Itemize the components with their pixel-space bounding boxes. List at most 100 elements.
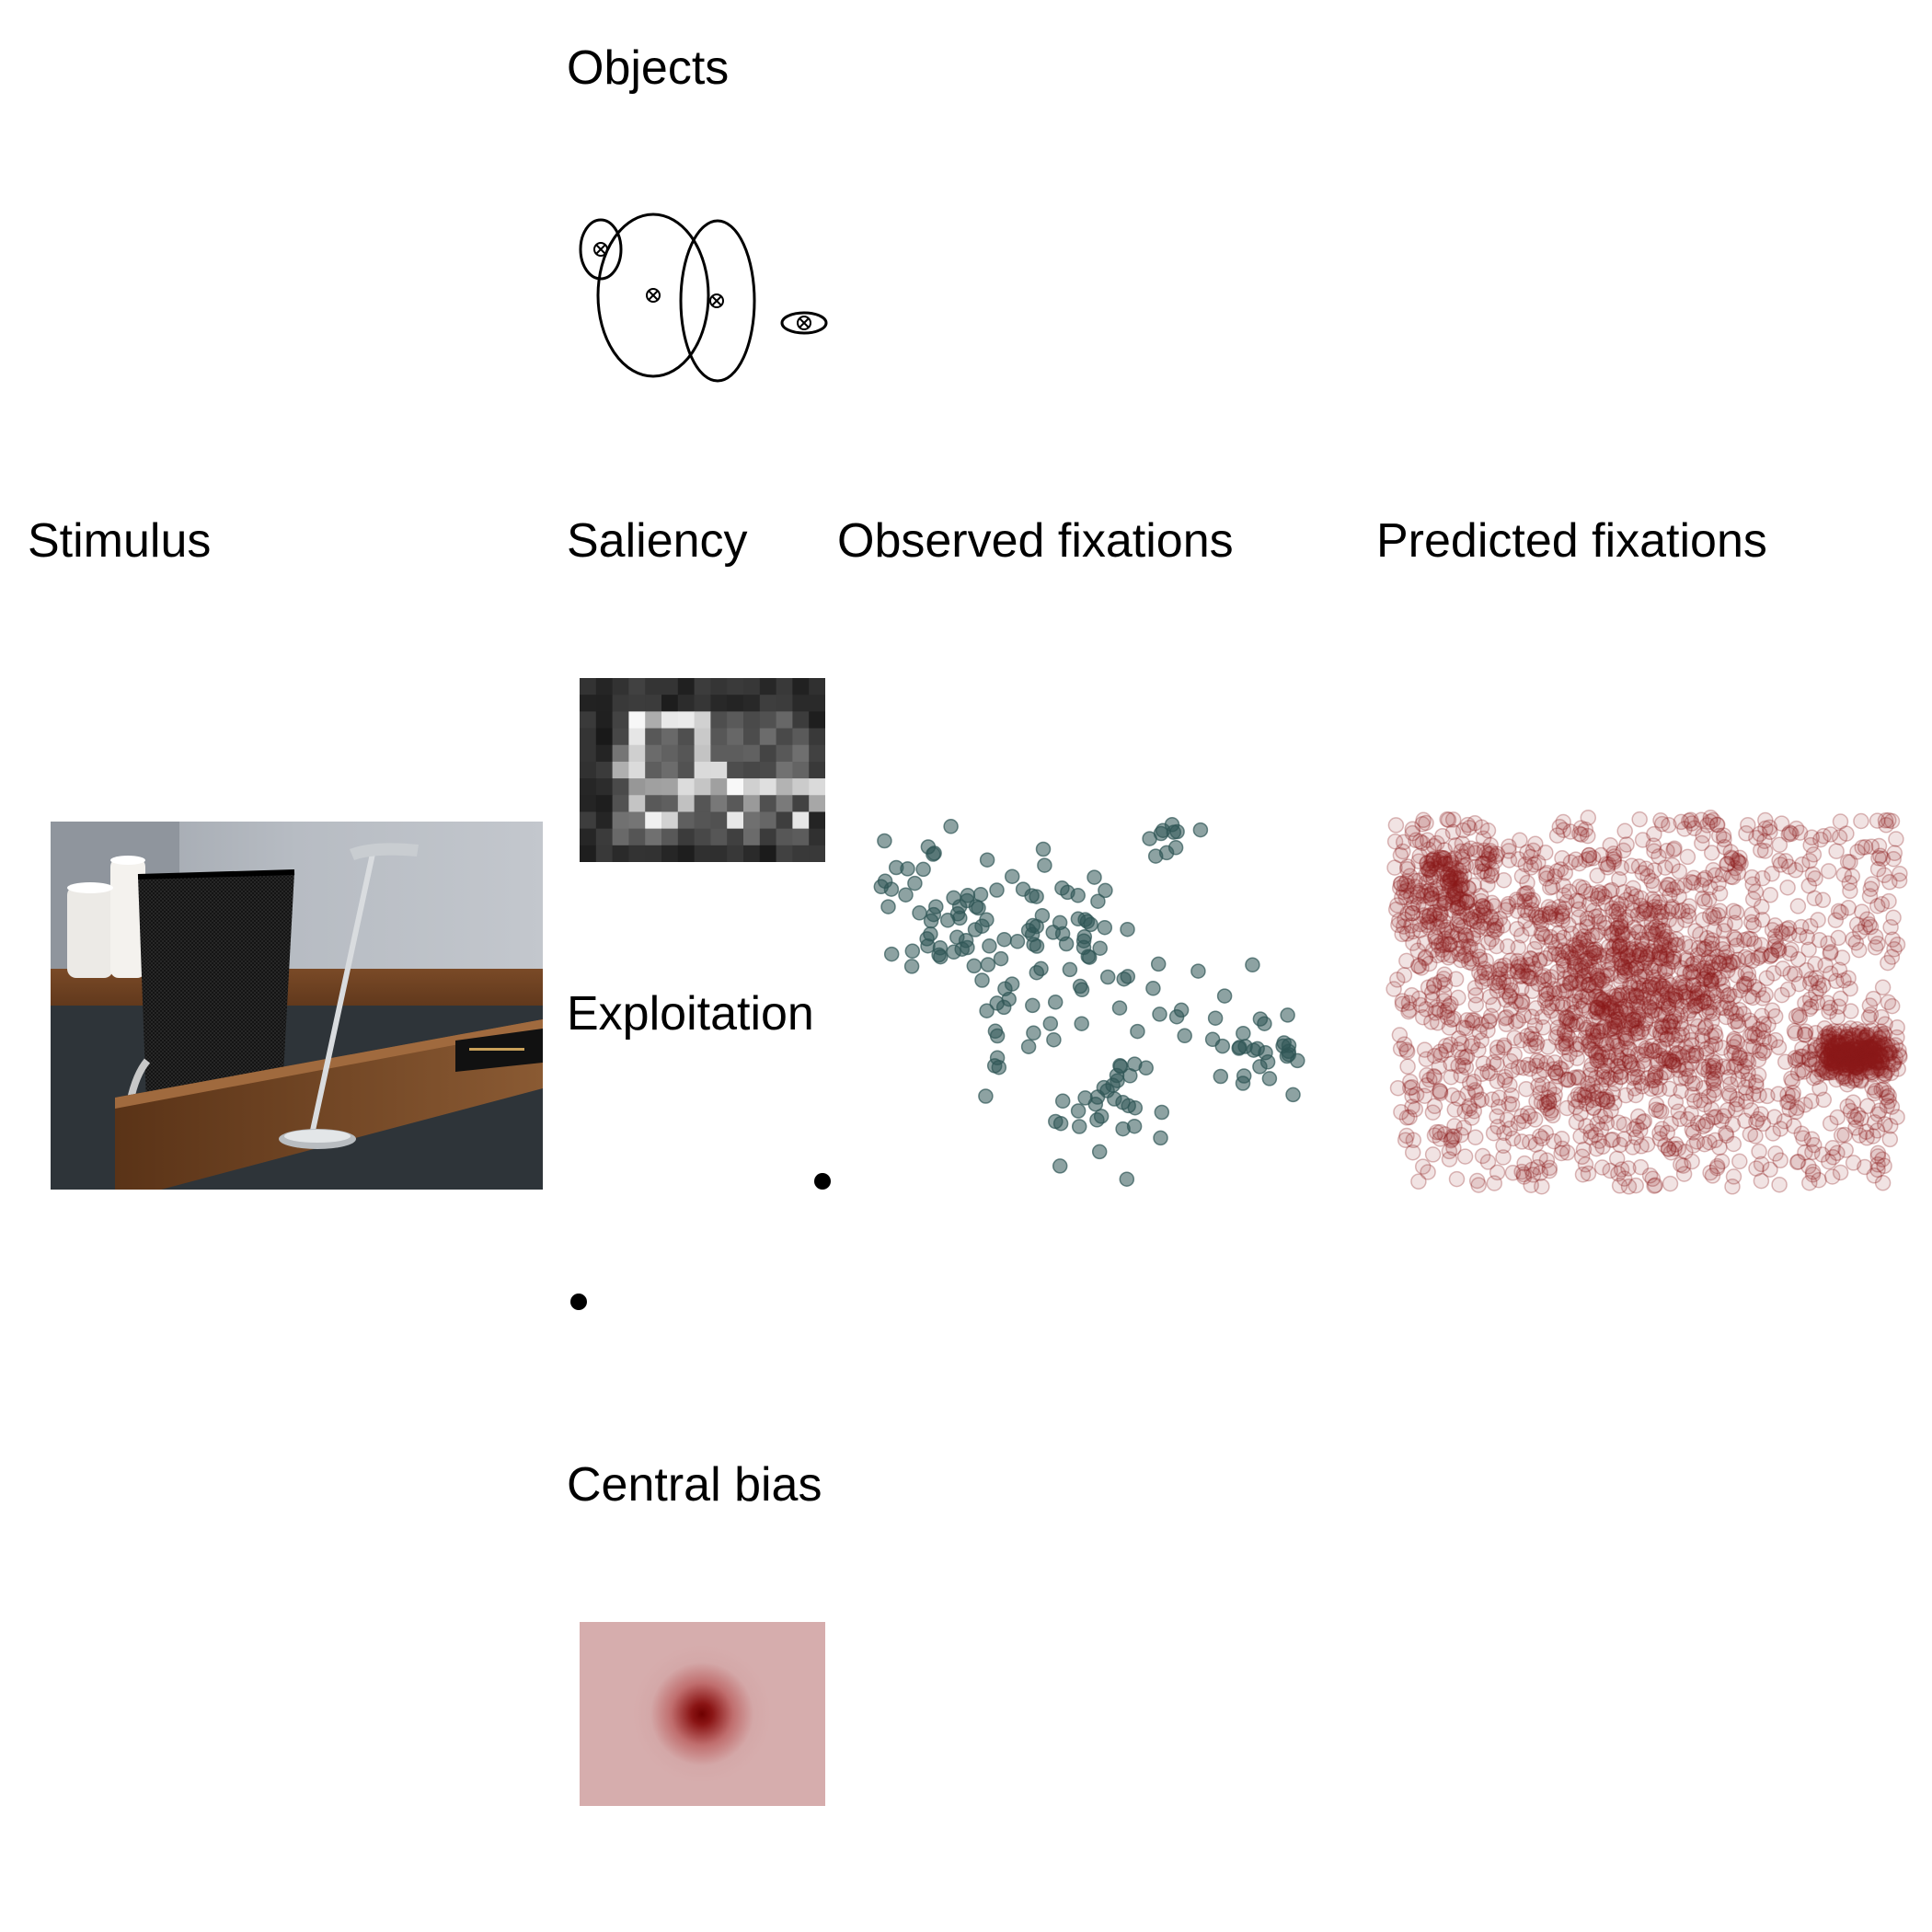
predicted-fixations-plot	[1386, 810, 1908, 1195]
predicted-fixation-point	[1770, 1086, 1787, 1102]
predicted-fixation-point	[1501, 1121, 1519, 1137]
predicted-fixation-point	[1680, 1005, 1696, 1022]
predicted-fixation-point	[1823, 1168, 1841, 1185]
predicted-fixation-point	[1475, 830, 1492, 847]
predicted-fixation-point	[1674, 1157, 1692, 1174]
predicted-fixation-point	[1766, 1007, 1784, 1025]
predicted-fixation-point	[1443, 1131, 1460, 1148]
saliency-cell	[743, 711, 761, 730]
predicted-fixation-point	[1594, 1138, 1611, 1156]
predicted-fixation-point	[1659, 1029, 1675, 1047]
predicted-fixation-point	[1550, 947, 1567, 963]
predicted-fixation-point	[1513, 992, 1530, 1009]
predicted-fixation-point	[1683, 964, 1699, 981]
predicted-fixation-point	[1881, 1131, 1899, 1148]
predicted-fixation-point	[1722, 1000, 1739, 1017]
predicted-fixation-point	[1405, 1132, 1422, 1149]
predicted-fixation-point	[1616, 1054, 1633, 1072]
predicted-fixation-point	[1756, 833, 1773, 849]
predicted-fixation-point	[1603, 1000, 1620, 1017]
predicted-fixation-point	[1604, 1002, 1621, 1019]
predicted-fixation-point	[1725, 954, 1742, 971]
predicted-fixation-point	[1865, 990, 1882, 1007]
predicted-fixation-point	[1581, 966, 1597, 983]
predicted-fixation-point	[1690, 981, 1707, 997]
predicted-fixation-point	[1707, 961, 1723, 978]
predicted-fixation-point	[1752, 1042, 1768, 1059]
observed-fixation-point	[1047, 995, 1064, 1010]
predicted-fixation-point	[1540, 899, 1558, 915]
predicted-fixation-point	[1853, 1050, 1869, 1067]
predicted-fixation-point	[1767, 1145, 1784, 1162]
predicted-fixation-point	[1820, 1041, 1836, 1058]
predicted-fixation-point	[1611, 951, 1628, 968]
predicted-fixation-point	[1458, 1019, 1475, 1037]
observed-fixation-point	[1025, 997, 1041, 1014]
predicted-fixation-point	[1616, 1170, 1633, 1187]
saliency-cell	[776, 744, 793, 763]
predicted-fixation-point	[1489, 1043, 1506, 1061]
predicted-fixation-point	[1707, 867, 1724, 884]
predicted-fixation-point	[1876, 1025, 1893, 1042]
predicted-fixation-point	[1683, 1105, 1699, 1122]
predicted-fixation-point	[1663, 953, 1680, 970]
predicted-fixation-point	[1520, 1056, 1536, 1074]
predicted-fixation-point	[1795, 1130, 1811, 1146]
predicted-fixation-point	[1419, 1067, 1435, 1084]
predicted-fixation-point	[1653, 1018, 1671, 1034]
predicted-fixation-point	[1658, 972, 1675, 989]
predicted-fixation-point	[1526, 1018, 1544, 1034]
predicted-fixation-point	[1584, 1021, 1602, 1039]
predicted-fixation-point	[1860, 1009, 1878, 1026]
observed-fixation-point	[1280, 1007, 1295, 1023]
crossed-circle-icon	[593, 242, 608, 257]
predicted-fixation-point	[1744, 891, 1762, 908]
predicted-fixation-point	[1558, 1099, 1576, 1117]
predicted-fixation-point	[1432, 1082, 1448, 1099]
predicted-fixation-point	[1397, 1132, 1414, 1148]
predicted-fixation-point	[1471, 907, 1489, 924]
predicted-fixation-point	[1420, 919, 1437, 936]
predicted-fixation-point	[1618, 836, 1635, 853]
predicted-fixation-point	[1450, 1041, 1466, 1058]
predicted-fixation-point	[1609, 1038, 1627, 1054]
predicted-fixation-point	[1532, 1085, 1549, 1101]
predicted-fixation-point	[1520, 968, 1536, 985]
predicted-fixation-point	[1873, 1081, 1890, 1098]
predicted-fixation-point	[1671, 888, 1687, 905]
predicted-fixation-point	[1819, 995, 1836, 1012]
predicted-fixation-point	[1610, 1011, 1627, 1028]
observed-fixation-point	[952, 910, 968, 926]
predicted-fixation-point	[1673, 960, 1690, 977]
predicted-fixation-point	[1545, 1061, 1562, 1077]
predicted-fixation-point	[1830, 998, 1847, 1015]
predicted-fixation-point	[1590, 1022, 1606, 1040]
predicted-fixation-point	[1755, 1016, 1772, 1032]
predicted-fixation-point	[1713, 1153, 1731, 1170]
predicted-fixation-point	[1501, 843, 1517, 859]
predicted-fixation-point	[1632, 1075, 1650, 1091]
predicted-fixation-point	[1554, 850, 1570, 867]
observed-fixation-point	[1145, 981, 1161, 996]
predicted-fixation-point	[1671, 1045, 1687, 1063]
predicted-fixation-point	[1632, 1121, 1649, 1139]
predicted-fixation-point	[1842, 980, 1858, 997]
predicted-fixation-point	[1606, 997, 1623, 1015]
predicted-fixation-point	[1811, 981, 1828, 997]
predicted-fixation-point	[1457, 931, 1475, 949]
predicted-fixation-point	[1883, 1098, 1901, 1115]
predicted-fixation-point	[1604, 1131, 1621, 1148]
predicted-fixation-point	[1695, 912, 1711, 928]
predicted-fixation-point	[1708, 1157, 1726, 1175]
predicted-fixation-point	[1698, 1044, 1715, 1062]
predicted-fixation-point	[1722, 1075, 1739, 1093]
observed-fixation-point	[1173, 1002, 1190, 1018]
predicted-fixation-point	[1702, 1164, 1719, 1181]
predicted-fixation-point	[1667, 1094, 1685, 1110]
saliency-cell	[694, 778, 711, 796]
predicted-fixation-point	[1520, 963, 1537, 981]
predicted-fixation-point	[1762, 823, 1778, 841]
predicted-fixation-point	[1393, 875, 1409, 891]
predicted-fixation-point	[1699, 1113, 1716, 1130]
predicted-fixation-point	[1815, 1091, 1833, 1109]
